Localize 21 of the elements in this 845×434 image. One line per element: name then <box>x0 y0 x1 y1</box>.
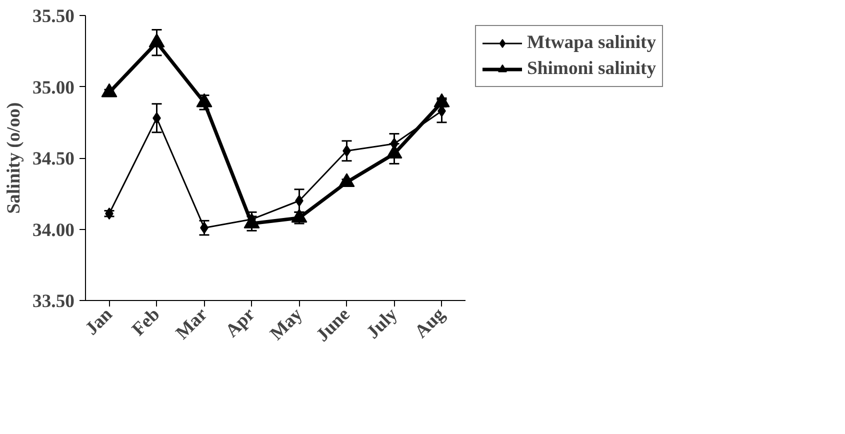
point <box>101 83 118 98</box>
point <box>196 93 212 108</box>
y-tick-label: 34.00 <box>32 220 75 241</box>
legend-label: Mtwapa salinity <box>527 32 656 54</box>
x-tick-label: Aug <box>410 304 450 342</box>
y-tick-label: 35.50 <box>32 6 75 27</box>
y-tick-label: 33.50 <box>32 291 75 312</box>
x-tick-label: Jan <box>81 304 118 340</box>
x-tick-label: Feb <box>128 304 164 340</box>
y-tick-label: 34.50 <box>32 148 75 170</box>
legend-label: Shimoni salinity <box>527 58 656 80</box>
x-tick-label: May <box>266 304 308 345</box>
x-tick-label: June <box>312 304 354 346</box>
point <box>434 93 450 108</box>
y-tick-label: 35.00 <box>32 77 75 98</box>
x-tick-label: July <box>362 304 402 344</box>
x-tick-label: Mar <box>172 304 212 344</box>
point <box>338 173 355 188</box>
y-axis-title: Salinity (o/oo) <box>4 102 25 214</box>
point <box>148 33 165 48</box>
x-tick-label: Apr <box>222 304 260 342</box>
